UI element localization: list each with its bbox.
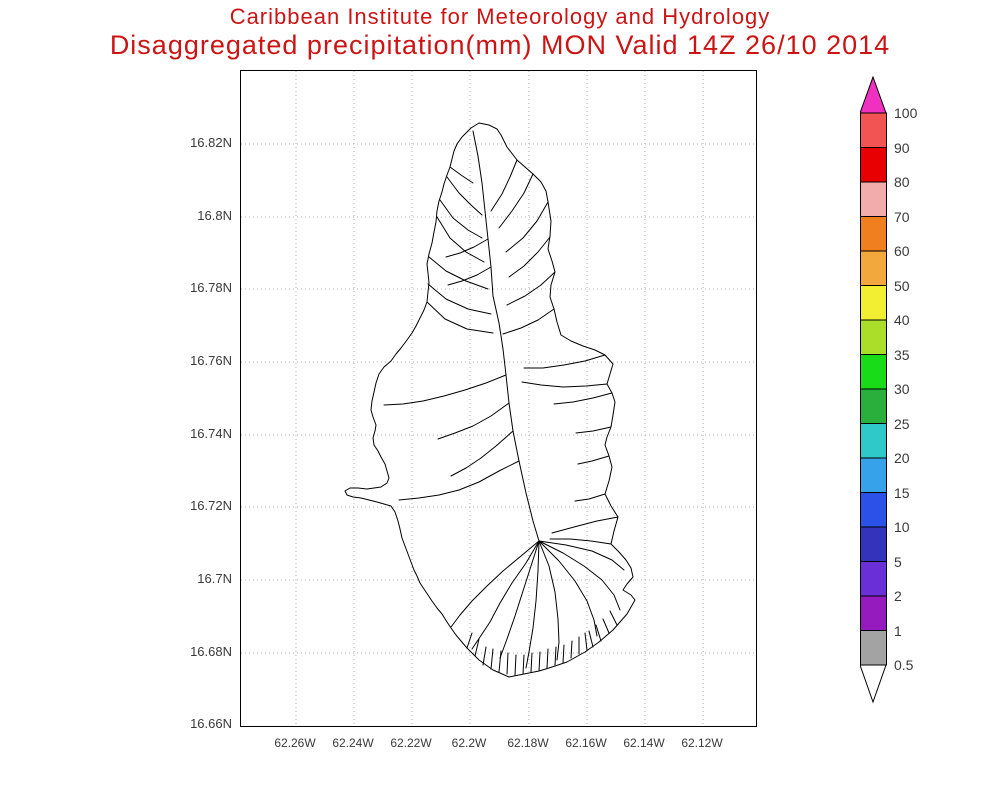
colorbar-tick-label: 40 [894, 312, 910, 328]
colorbar-segment [860, 630, 887, 666]
lon-tick-label: 62.16W [565, 736, 607, 750]
colorbar-segment [860, 216, 887, 252]
lat-tick-label: 16.76N [190, 353, 232, 368]
lon-tick-label: 62.18W [507, 736, 549, 750]
lat-tick-label: 16.8N [197, 208, 232, 223]
colorbar-segment [860, 354, 887, 390]
graticule-gridlines [241, 71, 756, 726]
colorbar-tick-label: 80 [894, 174, 910, 190]
colorbar-tick-label: 25 [894, 415, 910, 432]
lon-tick-label: 62.12W [681, 736, 723, 750]
colorbar-segment [860, 181, 887, 217]
colorbar-segment [860, 319, 887, 355]
lon-tick-label: 62.2W [451, 736, 487, 750]
colorbar-segment [860, 285, 887, 321]
colorbar-tick-label: 0.5 [894, 657, 914, 673]
colorbar-tick-label: 100 [894, 105, 918, 121]
lon-tick-label: 62.24W [332, 736, 374, 750]
colorbar-tick-label: 90 [894, 139, 910, 156]
colorbar-segment [860, 561, 887, 597]
island-watershed-map [241, 71, 756, 726]
colorbar-tick-label: 5 [894, 553, 902, 570]
lon-tick-label: 62.22W [390, 736, 432, 750]
colorbar-tick-label: 10 [894, 519, 910, 535]
south-coast-fringe-lines [466, 610, 618, 676]
colorbar-arrow-up [859, 75, 887, 114]
colorbar-arrow-down [859, 664, 887, 704]
colorbar-tick-label: 35 [894, 346, 910, 363]
colorbar-segment [860, 423, 887, 459]
colorbar-segment [860, 388, 887, 424]
lat-tick-label: 16.66N [190, 716, 232, 731]
title-block: Caribbean Institute for Meteorology and … [0, 4, 1000, 61]
lat-tick-label: 16.68N [190, 644, 232, 659]
lat-tick-label: 16.78N [190, 280, 232, 295]
colorbar-tick-label: 60 [894, 243, 910, 259]
colorbar-scale [859, 75, 887, 704]
map-plot-area [240, 70, 757, 727]
colorbar-tick-label: 30 [894, 381, 910, 397]
institute-title: Caribbean Institute for Meteorology and … [229, 4, 771, 29]
lon-tick-label: 62.26W [274, 736, 316, 750]
colorbar-segment [860, 147, 887, 183]
lat-tick-label: 16.7N [197, 571, 232, 586]
colorbar-tick-label: 1 [894, 622, 902, 639]
colorbar-segment [860, 112, 887, 148]
island-coastline [344, 122, 636, 678]
lat-tick-label: 16.72N [190, 498, 232, 513]
colorbar-segment [860, 595, 887, 631]
plot-title: Disaggregated precipitation(mm) MON Vali… [109, 30, 891, 60]
watershed-boundary-lines [383, 130, 625, 669]
colorbar-segment [860, 492, 887, 528]
colorbar-tick-label: 70 [894, 208, 910, 225]
colorbar-segment [860, 250, 887, 286]
colorbar-tick-label: 50 [894, 277, 910, 294]
lat-tick-label: 16.74N [190, 426, 232, 441]
lat-tick-label: 16.82N [190, 135, 232, 150]
colorbar [859, 75, 890, 709]
colorbar-tick-label: 20 [894, 450, 910, 466]
colorbar-segment [860, 526, 887, 562]
colorbar-tick-label: 15 [894, 484, 910, 501]
colorbar-tick-label: 2 [894, 588, 902, 604]
colorbar-segment [860, 457, 887, 493]
lon-tick-label: 62.14W [623, 736, 665, 750]
